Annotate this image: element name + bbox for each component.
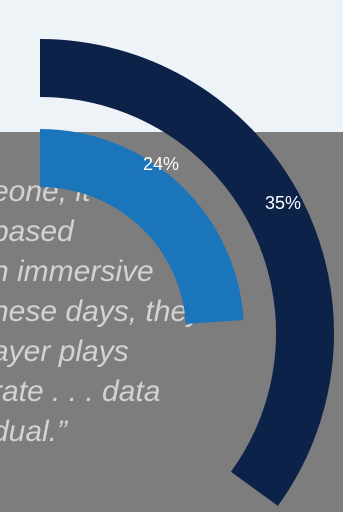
quote-line: based <box>0 215 74 248</box>
quote-line: rate . . . data <box>0 375 161 408</box>
quote-line: ayer plays <box>0 335 129 368</box>
arc-35-percent <box>39 39 335 506</box>
quote-line: dual.” <box>0 415 68 448</box>
pull-quote: eone, it based n immersive hese days, th… <box>0 172 343 452</box>
data-label-35: 35% <box>265 193 301 213</box>
quote-line: hese days, they <box>0 295 203 328</box>
quote-line: n immersive <box>0 255 154 288</box>
arc-24-percent <box>39 129 244 325</box>
data-label-24: 24% <box>143 154 179 174</box>
